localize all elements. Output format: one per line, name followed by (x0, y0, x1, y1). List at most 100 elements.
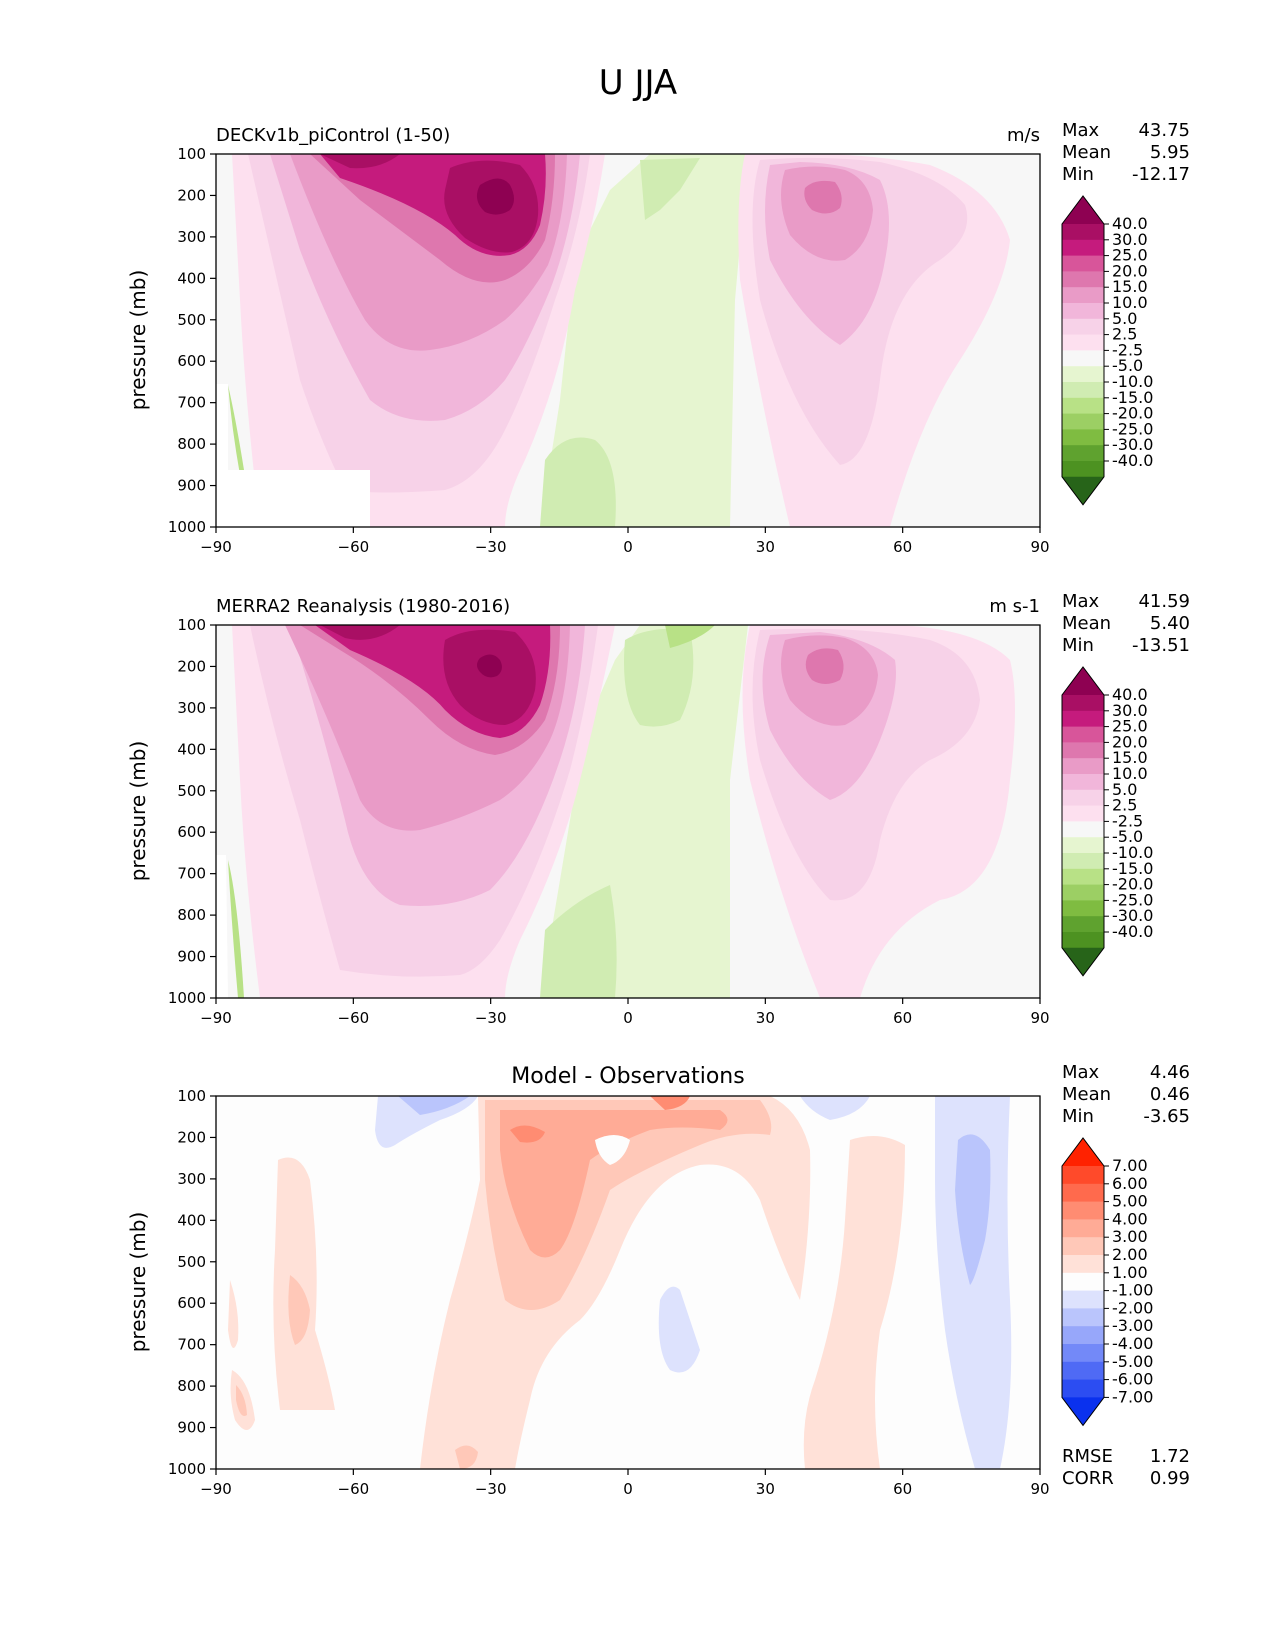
stat-label: Mean (1062, 142, 1111, 163)
diff-colorbar: 7.006.005.004.003.002.001.00-1.00-2.00-3… (1061, 1137, 1153, 1427)
y-tick-label: 200 (177, 657, 206, 675)
colorbar-swatch (1062, 303, 1104, 320)
x-tick-label: 30 (756, 538, 775, 556)
colorbar-label: -20.0 (1112, 404, 1153, 423)
x-tick-label: −90 (200, 538, 232, 556)
colorbar-swatch (1062, 726, 1104, 743)
panel-observations: MERRA2 Reanalysis (1980-2016) m s-1 pres… (126, 591, 1190, 1027)
colorbar-swatch (1062, 853, 1104, 870)
colorbar-label: 5.0 (1112, 309, 1137, 328)
stat-value: -13.51 (1132, 635, 1190, 656)
colorbar-swatch (1062, 710, 1104, 727)
colorbar-swatch (1062, 821, 1104, 838)
x-tick-label: 90 (1030, 1480, 1049, 1498)
model-contour-field (216, 154, 1040, 527)
stat-label: Mean (1062, 1084, 1111, 1105)
colorbar-label: 15.0 (1112, 277, 1148, 296)
colorbar-label: -6.00 (1112, 1370, 1153, 1389)
colorbar-label: -1.00 (1112, 1281, 1153, 1300)
colorbar-label: 25.0 (1112, 717, 1148, 736)
diff-pos-2-sh (288, 1275, 310, 1345)
x-tick-label: −90 (200, 1480, 232, 1498)
colorbar-label: 6.00 (1112, 1174, 1148, 1193)
y-tick-label: 300 (177, 228, 206, 246)
obs-nh-jet-20 (805, 648, 844, 684)
model-sh-jet-40 (476, 178, 514, 215)
y-tick-label: 800 (177, 906, 206, 924)
diff-pos-4 (510, 1125, 545, 1143)
obs-contour-field (216, 625, 1040, 998)
obs-y-axis-label: pressure (mb) (126, 741, 150, 882)
diff-neg-sh-top (375, 1096, 478, 1148)
diff-pos-3 (500, 1110, 728, 1258)
model-y-axis-label: pressure (mb) (126, 270, 150, 411)
colorbar-label: 20.0 (1112, 732, 1148, 751)
diff-pos-4-top (650, 1096, 690, 1110)
colorbar-label: -2.5 (1112, 340, 1143, 359)
stat-value: 41.59 (1138, 591, 1190, 612)
colorbar-label: 5.0 (1112, 780, 1137, 799)
panel-model: DECKv1b_piControl (1-50) m/s pressure (m… (126, 120, 1190, 556)
colorbar-swatch (1062, 774, 1104, 791)
colorbar-label: 4.00 (1112, 1209, 1148, 1228)
y-tick-label: 600 (177, 823, 206, 841)
colorbar-swatch (1062, 271, 1104, 288)
y-tick-label: 400 (177, 1211, 206, 1229)
stat-value: 5.40 (1150, 613, 1190, 634)
stat-value: 0.99 (1150, 1468, 1190, 1489)
colorbar-extend-min (1062, 1397, 1104, 1426)
obs-title-right: m s-1 (989, 596, 1040, 617)
y-tick-label: 1000 (168, 1460, 206, 1478)
obs-polar-easterly (228, 860, 244, 998)
obs-sh-jet-30 (443, 629, 536, 725)
y-tick-label: 700 (177, 1336, 206, 1354)
y-tick-label: 900 (177, 477, 206, 495)
y-tick-label: 100 (177, 616, 206, 634)
colorbar-swatch (1062, 1308, 1104, 1327)
diff-neg-sh-top-core (398, 1096, 470, 1115)
colorbar-swatch (1062, 382, 1104, 399)
colorbar-swatch (1062, 1272, 1104, 1291)
colorbar-label: -15.0 (1112, 859, 1153, 878)
colorbar-label: -5.0 (1112, 827, 1143, 846)
y-tick-label: 100 (177, 145, 206, 163)
colorbar-swatch (1062, 239, 1104, 256)
colorbar-swatch (1062, 916, 1104, 933)
colorbar-swatch (1062, 397, 1104, 414)
y-tick-label: 1000 (168, 989, 206, 1007)
model-axis-ticks: −90 −60 −30 0 30 60 90 100 200 300 400 500 600 700 800… (168, 145, 1050, 556)
y-tick-label: 1000 (168, 518, 206, 536)
diff-axis-ticks: −90 −60 −30 0 30 60 90 100 200 300 400 500 600 700 800… (168, 1087, 1050, 1498)
diff-neg-polar-nh (935, 1096, 1012, 1469)
y-tick-label: 200 (177, 1128, 206, 1146)
colorbar-swatch (1062, 695, 1104, 712)
diff-title: Model - Observations (511, 1064, 744, 1089)
colorbar-swatch (1062, 366, 1104, 383)
obs-colorbar: 40.030.025.020.015.010.05.02.5-2.5-5.0-1… (1061, 666, 1153, 977)
colorbar-swatch (1062, 932, 1104, 949)
x-tick-label: 30 (756, 1009, 775, 1027)
colorbar-label: -25.0 (1112, 419, 1153, 438)
y-tick-label: 500 (177, 782, 206, 800)
colorbar-label: 30.0 (1112, 701, 1148, 720)
model-polar-easterly (228, 385, 244, 475)
model-missing-data (216, 384, 370, 527)
colorbar-swatch (1062, 758, 1104, 775)
y-tick-label: 900 (177, 1419, 206, 1437)
diff-pos-nh (803, 1136, 905, 1469)
colorbar-label: 5.00 (1112, 1192, 1148, 1211)
stat-value: 4.46 (1150, 1062, 1190, 1083)
colorbar-swatch (1062, 255, 1104, 272)
y-tick-label: 300 (177, 1170, 206, 1188)
y-tick-label: 400 (177, 269, 206, 287)
colorbar-swatch (1062, 429, 1104, 446)
colorbar-outline (1061, 195, 1105, 506)
diff-near-zero-patch (595, 1135, 630, 1165)
stat-label: Max (1062, 120, 1100, 141)
colorbar-label: 2.00 (1112, 1245, 1148, 1264)
stat-label: Min (1062, 1106, 1094, 1127)
model-colorbar: 40.030.025.020.015.010.05.02.5-2.5-5.0-1… (1061, 195, 1153, 506)
obs-polar-strip (216, 855, 228, 998)
colorbar-label: 25.0 (1112, 246, 1148, 265)
colorbar-swatch (1062, 287, 1104, 304)
